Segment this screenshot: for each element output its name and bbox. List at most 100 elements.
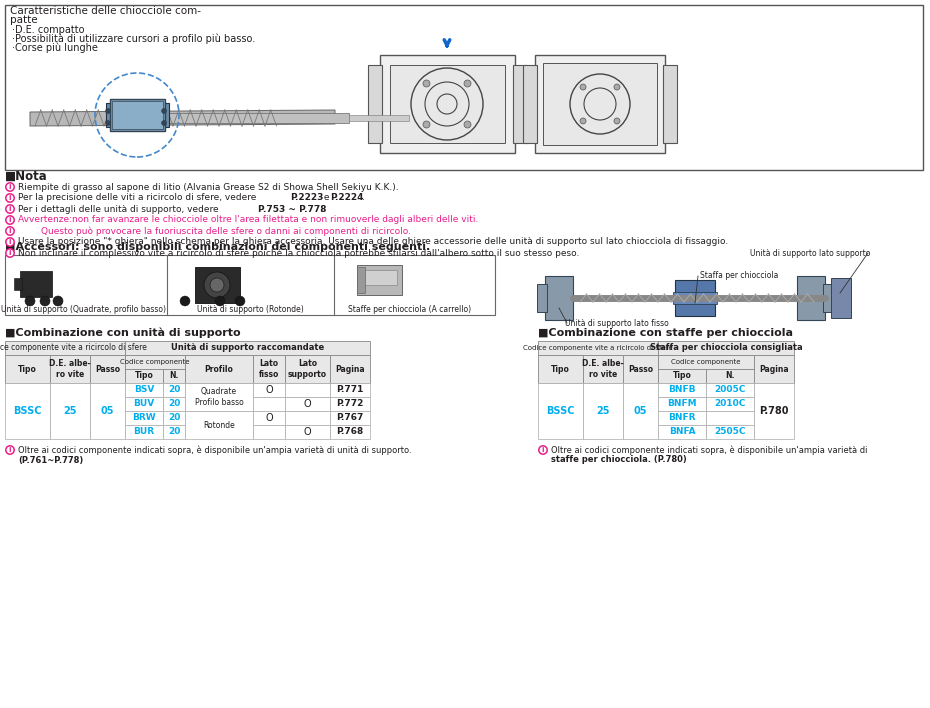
Bar xyxy=(253,411,285,425)
Text: i: i xyxy=(542,447,544,453)
Text: (P.761~P.778): (P.761~P.778) xyxy=(18,455,84,464)
Text: 2505C: 2505C xyxy=(714,428,746,437)
Text: Tipo: Tipo xyxy=(135,372,153,380)
Text: Codice componente: Codice componente xyxy=(120,359,190,365)
Text: BNFB: BNFB xyxy=(669,385,696,394)
Text: ■Combinazione con staffe per chiocciola: ■Combinazione con staffe per chiocciola xyxy=(538,328,793,338)
Bar xyxy=(125,341,370,355)
Bar xyxy=(538,341,658,355)
Text: Per la precisione delle viti a ricircolo di sfere, vedere: Per la precisione delle viti a ricircolo… xyxy=(18,193,259,202)
Bar xyxy=(823,284,833,312)
Text: O: O xyxy=(304,427,312,437)
Text: Oltre ai codici componente indicati sopra, è disponibile un'ampia varietà di uni: Oltre ai codici componente indicati sopr… xyxy=(18,445,412,455)
Circle shape xyxy=(40,296,50,306)
Text: P.2223: P.2223 xyxy=(290,193,324,202)
Text: N.: N. xyxy=(169,372,179,380)
Text: Caratteristiche delle chiocciole com-: Caratteristiche delle chiocciole com- xyxy=(10,6,201,16)
Bar xyxy=(330,425,370,439)
Bar xyxy=(253,425,285,439)
Text: ■Combinazione con unità di supporto: ■Combinazione con unità di supporto xyxy=(5,328,241,338)
Bar xyxy=(285,383,330,397)
Text: i: i xyxy=(8,195,11,201)
Text: BSSC: BSSC xyxy=(13,406,42,416)
Bar xyxy=(285,411,330,425)
Bar xyxy=(673,292,717,304)
Circle shape xyxy=(538,446,547,455)
Bar xyxy=(831,278,851,318)
Text: Staffa per chiocciola consigliata: Staffa per chiocciola consigliata xyxy=(650,343,803,353)
Bar xyxy=(545,276,573,320)
Circle shape xyxy=(614,84,620,90)
Text: 25: 25 xyxy=(63,406,77,416)
Bar xyxy=(706,383,754,397)
Circle shape xyxy=(215,296,225,306)
Circle shape xyxy=(6,216,14,224)
Bar xyxy=(185,383,253,411)
Text: BRW: BRW xyxy=(132,413,156,423)
Text: 2010C: 2010C xyxy=(714,399,746,409)
Text: Pagina: Pagina xyxy=(759,365,789,374)
Text: Staffa per chiocciola: Staffa per chiocciola xyxy=(700,271,778,280)
Text: P.2224: P.2224 xyxy=(330,193,364,202)
Text: i: i xyxy=(8,239,11,245)
Text: Questo può provocare la fuoriuscita delle sfere o danni ai componenti di ricirco: Questo può provocare la fuoriuscita dell… xyxy=(18,227,411,236)
Bar xyxy=(125,397,163,411)
Polygon shape xyxy=(30,110,335,126)
Text: P.780: P.780 xyxy=(759,406,789,416)
Bar xyxy=(706,397,754,411)
Bar xyxy=(163,383,185,397)
Text: BUV: BUV xyxy=(133,399,154,409)
Text: BNFA: BNFA xyxy=(669,428,696,437)
Text: .: . xyxy=(320,205,323,214)
Circle shape xyxy=(614,118,620,124)
Bar xyxy=(5,383,50,439)
Text: 20: 20 xyxy=(167,413,180,423)
Bar xyxy=(538,355,583,383)
Text: P.771: P.771 xyxy=(337,385,364,394)
Circle shape xyxy=(204,272,230,298)
Text: BUR: BUR xyxy=(133,428,154,437)
Text: 25: 25 xyxy=(596,406,610,416)
Text: Pagina: Pagina xyxy=(335,365,365,374)
Bar xyxy=(330,397,370,411)
Bar xyxy=(623,355,658,383)
Bar xyxy=(125,355,185,369)
Bar xyxy=(185,355,253,383)
Text: Unità di supporto (Rotonde): Unità di supporto (Rotonde) xyxy=(196,305,303,314)
Circle shape xyxy=(25,296,35,306)
Bar xyxy=(285,355,330,383)
Bar xyxy=(14,278,22,290)
Text: Tipo: Tipo xyxy=(672,372,691,380)
Bar xyxy=(658,411,706,425)
Bar xyxy=(163,369,185,383)
Bar xyxy=(253,397,285,411)
Text: ■Accessori: sono disponibili combinazioni dei componenti seguenti.: ■Accessori: sono disponibili combinazion… xyxy=(5,242,431,252)
Bar xyxy=(706,411,754,425)
Bar xyxy=(90,383,125,439)
Bar xyxy=(357,267,365,293)
Bar xyxy=(675,280,715,316)
Text: Non inclinare il complessivo vite a ricircolo di sfere poiché la chiocciola potr: Non inclinare il complessivo vite a rici… xyxy=(18,249,579,258)
Bar xyxy=(330,355,370,383)
Text: i: i xyxy=(8,228,11,234)
Bar xyxy=(537,284,547,312)
Text: ·Possibilità di utilizzare cursori a profilo più basso.: ·Possibilità di utilizzare cursori a pro… xyxy=(12,34,255,44)
Text: Tipo: Tipo xyxy=(18,365,37,374)
Text: .: . xyxy=(362,193,365,202)
Text: P.768: P.768 xyxy=(337,428,364,437)
Bar xyxy=(658,397,706,411)
Text: Unità di supporto lato supporto: Unità di supporto lato supporto xyxy=(750,249,870,258)
Bar xyxy=(658,383,706,397)
Bar xyxy=(583,355,623,383)
Circle shape xyxy=(6,205,14,213)
Bar xyxy=(390,65,505,143)
Bar xyxy=(797,276,825,320)
Text: P.772: P.772 xyxy=(337,399,364,409)
Circle shape xyxy=(464,121,471,128)
Text: O: O xyxy=(265,413,272,423)
Bar xyxy=(163,425,185,439)
Text: D.E. albe-
ro vite: D.E. albe- ro vite xyxy=(49,359,91,379)
Bar xyxy=(658,369,706,383)
Bar xyxy=(163,397,185,411)
Text: BSV: BSV xyxy=(134,385,154,394)
